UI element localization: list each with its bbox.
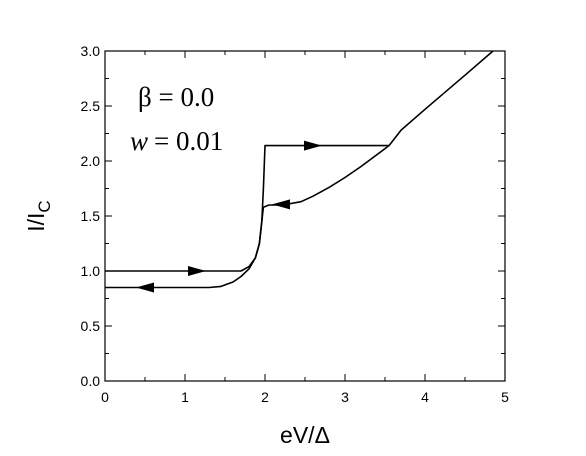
- annotation-w-value: = 0.01: [154, 126, 223, 156]
- annotation-w: w = 0.01: [130, 126, 223, 156]
- series-line-1: [105, 50, 494, 272]
- y-tick-label: 0.0: [81, 373, 101, 389]
- x-tick-label: 4: [421, 389, 429, 405]
- y-tick-label: 2.5: [81, 98, 101, 114]
- x-tick-label: 1: [181, 389, 189, 405]
- x-tick-label: 5: [501, 389, 509, 405]
- direction-arrow-left: [272, 199, 290, 210]
- series-line-2: [105, 144, 390, 289]
- direction-arrow-right: [304, 140, 322, 151]
- direction-arrow-right: [188, 266, 206, 276]
- y-axis-title: I/IC: [23, 200, 54, 231]
- curves: [105, 50, 494, 289]
- y-axis-title-main: I/I: [23, 213, 49, 232]
- annotation-beta: β = 0.0: [138, 82, 214, 112]
- y-tick-label: 3.0: [81, 43, 101, 59]
- x-tick-label: 2: [261, 389, 269, 405]
- direction-arrow-left: [136, 282, 154, 293]
- y-tick-label: 1.0: [81, 263, 101, 279]
- x-axis-title: eV/Δ: [280, 422, 330, 448]
- y-axis-title-sub: C: [35, 200, 54, 212]
- x-tick-label: 0: [101, 389, 109, 405]
- axis-ticks: 0 1 2 3 4 5 0.0 0.5 1.0 1.5 2.0 2.5 3.0: [81, 43, 510, 405]
- y-tick-label: 2.0: [81, 153, 101, 169]
- arrows: [136, 140, 322, 293]
- y-tick-label: 1.5: [81, 208, 101, 224]
- annotation-w-symbol: w: [130, 126, 148, 156]
- y-tick-label: 0.5: [81, 318, 101, 334]
- x-tick-label: 3: [341, 389, 349, 405]
